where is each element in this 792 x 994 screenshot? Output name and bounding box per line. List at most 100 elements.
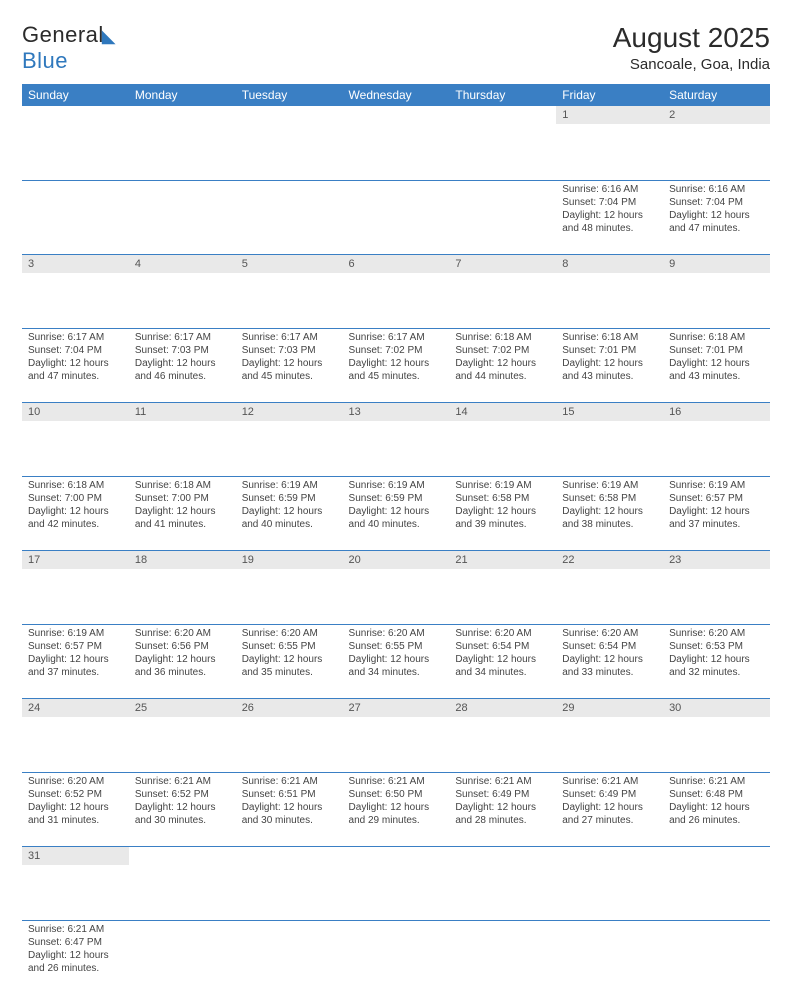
day-cell (449, 920, 556, 994)
daylight-text: Daylight: 12 hours and 26 minutes. (28, 949, 123, 975)
day-info: Sunrise: 6:19 AMSunset: 6:58 PMDaylight:… (449, 477, 556, 535)
day-number: 21 (449, 551, 556, 569)
day-number (343, 847, 450, 865)
day-cell: Sunrise: 6:18 AMSunset: 7:02 PMDaylight:… (449, 328, 556, 402)
sunset-text: Sunset: 7:04 PM (28, 344, 123, 357)
daynum-cell: 9 (663, 254, 770, 328)
logo-part1: General (22, 22, 104, 47)
daylight-text: Daylight: 12 hours and 47 minutes. (669, 209, 764, 235)
day-cell: Sunrise: 6:21 AMSunset: 6:51 PMDaylight:… (236, 772, 343, 846)
day-info: Sunrise: 6:17 AMSunset: 7:02 PMDaylight:… (343, 329, 450, 387)
sunrise-text: Sunrise: 6:17 AM (242, 331, 337, 344)
sunrise-text: Sunrise: 6:21 AM (349, 775, 444, 788)
day-cell (556, 920, 663, 994)
day-cell: Sunrise: 6:20 AMSunset: 6:52 PMDaylight:… (22, 772, 129, 846)
weekday-header: Thursday (449, 84, 556, 106)
day-cell: Sunrise: 6:21 AMSunset: 6:50 PMDaylight:… (343, 772, 450, 846)
sunset-text: Sunset: 6:49 PM (562, 788, 657, 801)
daynum-cell: 19 (236, 550, 343, 624)
daylight-text: Daylight: 12 hours and 43 minutes. (562, 357, 657, 383)
day-number: 20 (343, 551, 450, 569)
sunrise-text: Sunrise: 6:20 AM (242, 627, 337, 640)
sunset-text: Sunset: 6:58 PM (562, 492, 657, 505)
daylight-text: Daylight: 12 hours and 41 minutes. (135, 505, 230, 531)
calendar-table: SundayMondayTuesdayWednesdayThursdayFrid… (22, 84, 770, 994)
day-number: 16 (663, 403, 770, 421)
sunrise-text: Sunrise: 6:20 AM (349, 627, 444, 640)
sunrise-text: Sunrise: 6:16 AM (669, 183, 764, 196)
sunrise-text: Sunrise: 6:21 AM (242, 775, 337, 788)
day-cell: Sunrise: 6:20 AMSunset: 6:55 PMDaylight:… (236, 624, 343, 698)
sunrise-text: Sunrise: 6:17 AM (28, 331, 123, 344)
sunrise-text: Sunrise: 6:16 AM (562, 183, 657, 196)
daynum-row: 10111213141516 (22, 402, 770, 476)
day-number: 8 (556, 255, 663, 273)
daynum-cell: 31 (22, 846, 129, 920)
day-number (343, 106, 450, 124)
title-block: August 2025 Sancoale, Goa, India (613, 22, 770, 73)
day-number: 1 (556, 106, 663, 124)
daynum-cell (129, 846, 236, 920)
day-cell: Sunrise: 6:21 AMSunset: 6:49 PMDaylight:… (449, 772, 556, 846)
day-info: Sunrise: 6:20 AMSunset: 6:55 PMDaylight:… (236, 625, 343, 683)
sunset-text: Sunset: 6:55 PM (349, 640, 444, 653)
day-cell (236, 920, 343, 994)
daylight-text: Daylight: 12 hours and 46 minutes. (135, 357, 230, 383)
daynum-cell: 13 (343, 402, 450, 476)
day-info: Sunrise: 6:19 AMSunset: 6:58 PMDaylight:… (556, 477, 663, 535)
day-cell: Sunrise: 6:21 AMSunset: 6:47 PMDaylight:… (22, 920, 129, 994)
daylight-text: Daylight: 12 hours and 30 minutes. (242, 801, 337, 827)
day-info: Sunrise: 6:16 AMSunset: 7:04 PMDaylight:… (556, 181, 663, 239)
daynum-cell (343, 106, 450, 180)
day-cell: Sunrise: 6:19 AMSunset: 6:57 PMDaylight:… (22, 624, 129, 698)
sunset-text: Sunset: 6:48 PM (669, 788, 764, 801)
sunrise-text: Sunrise: 6:21 AM (135, 775, 230, 788)
daylight-text: Daylight: 12 hours and 37 minutes. (28, 653, 123, 679)
daynum-cell: 22 (556, 550, 663, 624)
day-info: Sunrise: 6:19 AMSunset: 6:57 PMDaylight:… (22, 625, 129, 683)
day-info: Sunrise: 6:18 AMSunset: 7:00 PMDaylight:… (22, 477, 129, 535)
sunset-text: Sunset: 6:54 PM (455, 640, 550, 653)
daynum-cell: 24 (22, 698, 129, 772)
daylight-text: Daylight: 12 hours and 35 minutes. (242, 653, 337, 679)
info-row: Sunrise: 6:17 AMSunset: 7:04 PMDaylight:… (22, 328, 770, 402)
daynum-cell: 3 (22, 254, 129, 328)
day-number (556, 847, 663, 865)
logo: General◣ Blue (22, 22, 116, 74)
day-number: 28 (449, 699, 556, 717)
sunrise-text: Sunrise: 6:19 AM (562, 479, 657, 492)
day-cell: Sunrise: 6:17 AMSunset: 7:04 PMDaylight:… (22, 328, 129, 402)
daynum-cell (343, 846, 450, 920)
sunrise-text: Sunrise: 6:18 AM (562, 331, 657, 344)
sunrise-text: Sunrise: 6:21 AM (562, 775, 657, 788)
day-cell: Sunrise: 6:21 AMSunset: 6:48 PMDaylight:… (663, 772, 770, 846)
day-number: 4 (129, 255, 236, 273)
weekday-header: Monday (129, 84, 236, 106)
daynum-cell: 6 (343, 254, 450, 328)
day-info: Sunrise: 6:18 AMSunset: 7:02 PMDaylight:… (449, 329, 556, 387)
day-number: 3 (22, 255, 129, 273)
day-number (449, 847, 556, 865)
sunset-text: Sunset: 7:03 PM (242, 344, 337, 357)
day-number: 27 (343, 699, 450, 717)
day-info: Sunrise: 6:17 AMSunset: 7:03 PMDaylight:… (129, 329, 236, 387)
day-info: Sunrise: 6:21 AMSunset: 6:47 PMDaylight:… (22, 921, 129, 979)
daylight-text: Daylight: 12 hours and 37 minutes. (669, 505, 764, 531)
daylight-text: Daylight: 12 hours and 34 minutes. (455, 653, 550, 679)
day-cell: Sunrise: 6:19 AMSunset: 6:58 PMDaylight:… (556, 476, 663, 550)
sunrise-text: Sunrise: 6:18 AM (28, 479, 123, 492)
sunset-text: Sunset: 6:54 PM (562, 640, 657, 653)
sunset-text: Sunset: 7:00 PM (28, 492, 123, 505)
sunset-text: Sunset: 6:52 PM (135, 788, 230, 801)
day-cell: Sunrise: 6:19 AMSunset: 6:59 PMDaylight:… (236, 476, 343, 550)
sunset-text: Sunset: 7:04 PM (562, 196, 657, 209)
day-number: 2 (663, 106, 770, 124)
day-cell: Sunrise: 6:17 AMSunset: 7:03 PMDaylight:… (236, 328, 343, 402)
day-number: 25 (129, 699, 236, 717)
sunrise-text: Sunrise: 6:20 AM (562, 627, 657, 640)
day-info: Sunrise: 6:20 AMSunset: 6:53 PMDaylight:… (663, 625, 770, 683)
sunrise-text: Sunrise: 6:17 AM (349, 331, 444, 344)
day-cell: Sunrise: 6:21 AMSunset: 6:49 PMDaylight:… (556, 772, 663, 846)
sunset-text: Sunset: 7:02 PM (349, 344, 444, 357)
daynum-row: 3456789 (22, 254, 770, 328)
